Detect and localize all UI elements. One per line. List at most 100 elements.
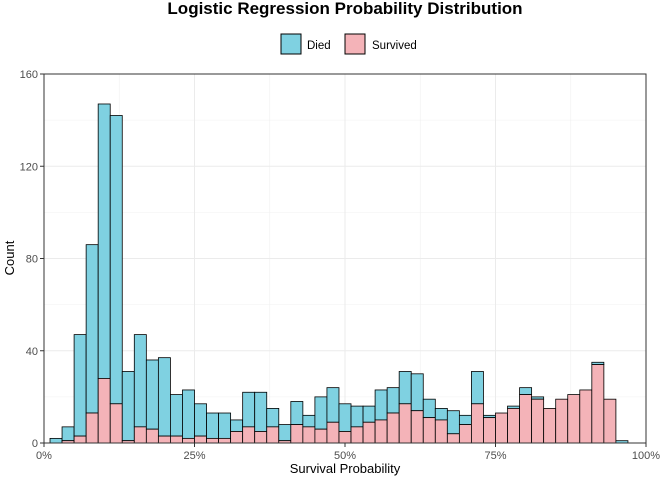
bar-died [230,419,244,432]
legend: Died Survived [280,33,417,55]
bar-died [254,391,268,432]
bar-survived [97,378,111,444]
bar-survived [290,424,304,444]
bar-survived [543,408,557,444]
bar-died [338,403,352,432]
axis-ticks: 0% 25% 50% 75% 100% 0 40 80 120 160 [20,69,661,462]
bar-survived [507,408,520,444]
bar-died [278,424,292,442]
bar-survived [206,437,219,444]
bar-survived [458,424,472,444]
legend-swatch-survived [344,33,366,55]
bar-died [314,396,328,430]
y-tick-label: 40 [26,346,38,358]
bar-died [182,389,195,439]
bar-survived [230,431,244,444]
bar-died [85,244,99,414]
bar-died [49,437,63,444]
bar-survived [242,426,256,444]
bar-died [326,387,340,423]
bar-survived [446,433,460,444]
bar-died [290,401,304,425]
bar-died [73,334,87,437]
bar-survived [362,421,376,444]
bar-died [410,373,424,412]
x-tick-label: 50% [334,450,356,462]
legend-label-died: Died [307,40,331,52]
legend-swatch-died [280,33,302,55]
bar-survived [133,426,147,444]
bar-died [133,334,147,428]
bar-died [386,387,400,414]
bar-survived [73,435,87,444]
x-tick-label: 75% [484,450,506,462]
bar-survived [194,435,207,444]
bar-died [170,394,183,437]
bar-died [471,371,484,405]
bar-survived [567,394,581,444]
bar-survived [314,428,328,444]
bar-survived [434,419,448,444]
bar-survived [170,435,183,444]
bar-survived [555,398,569,444]
bar-survived [254,431,268,444]
bar-died [121,371,135,442]
chart-title: Logistic Regression Probability Distribu… [167,0,522,18]
bar-died [434,408,448,421]
bar-died [206,412,219,439]
bar-survived [338,431,352,444]
bar-died [458,414,472,425]
bar-survived [471,403,484,444]
y-tick-label: 160 [20,69,38,81]
x-tick-label: 0% [36,450,52,462]
bar-survived [85,412,99,444]
bar-died [61,426,75,442]
bar-survived [374,419,388,444]
x-tick-label: 25% [183,450,205,462]
bar-survived [157,435,171,444]
bar-survived [218,437,232,444]
bar-survived [145,428,159,444]
bar-died [109,115,123,405]
bar-survived [591,364,605,444]
bar-survived [302,426,316,444]
bar-died [218,412,232,439]
y-tick-label: 120 [20,161,38,173]
bar-survived [603,398,617,444]
bar-survived [495,412,508,444]
x-axis-title: Survival Probability [290,461,401,476]
bar-survived [579,389,593,444]
y-axis-title: Count [2,240,17,275]
bar-died [350,405,364,428]
bar-survived [483,417,496,444]
bar-died [398,371,412,405]
bar-survived [410,410,424,444]
y-tick-label: 80 [26,254,38,266]
bar-died [374,389,388,421]
y-tick-label: 0 [32,438,38,450]
bar-died [302,414,316,428]
x-tick-label: 100% [632,450,660,462]
bar-survived [398,403,412,444]
bar-died [266,408,280,428]
bar-died [242,391,256,428]
bar-died [145,359,159,430]
bar-survived [350,426,364,444]
bar-survived [386,412,400,444]
bars [49,103,629,444]
bar-died [519,387,533,395]
bar-died [194,403,207,437]
bar-survived [422,417,436,444]
bar-survived [326,421,340,444]
bar-survived [266,426,280,444]
bar-survived [519,394,533,444]
bar-survived [109,403,123,444]
bar-died [157,357,171,437]
bar-died [97,103,111,379]
bar-died [362,405,376,423]
bar-survived [531,398,545,444]
bar-died [422,398,436,419]
legend-label-survived: Survived [372,40,417,52]
bar-died [446,410,460,435]
